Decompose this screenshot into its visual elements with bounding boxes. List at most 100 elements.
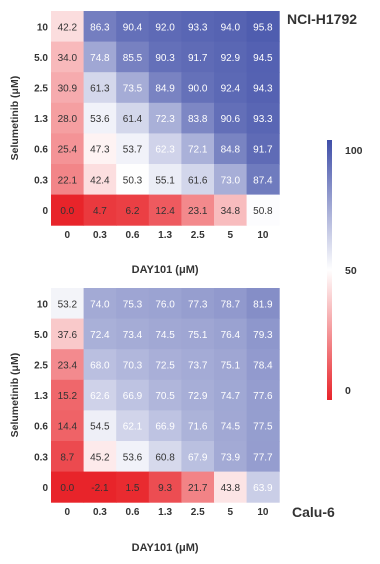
cell-value-label: 92.4 bbox=[221, 84, 241, 95]
heatmap-cell bbox=[246, 349, 280, 381]
colorbar-tick-label: 100 bbox=[345, 145, 363, 157]
y-tick-label: 1.3 bbox=[34, 391, 48, 402]
heatmap-cell bbox=[83, 72, 117, 104]
heatmap-cell bbox=[51, 133, 85, 165]
cell-value-label: 50.3 bbox=[123, 175, 143, 186]
x-axis-label: DAY101 (μM) bbox=[132, 264, 199, 276]
heatmap-cell bbox=[116, 11, 150, 43]
cell-value-label: 92.0 bbox=[155, 22, 175, 33]
cell-value-label: 71.6 bbox=[188, 422, 208, 433]
heatmap-cell bbox=[148, 441, 182, 473]
colorbar-gradient bbox=[327, 140, 332, 400]
y-axis-label: Selumetinib (μM) bbox=[9, 76, 21, 161]
y-tick-label: 5.0 bbox=[34, 53, 48, 64]
cell-value-label: 90.6 bbox=[221, 114, 241, 125]
cell-value-label: 90.3 bbox=[155, 53, 175, 64]
heatmap-cell bbox=[83, 194, 117, 226]
cell-value-label: 12.4 bbox=[155, 206, 175, 217]
cell-value-label: 4.7 bbox=[93, 206, 107, 217]
heatmap-cell bbox=[83, 102, 117, 134]
heatmap-cell bbox=[148, 102, 182, 134]
cell-value-label: 61.3 bbox=[90, 84, 110, 95]
cell-value-label: 67.9 bbox=[188, 452, 208, 463]
cell-value-label: 62.3 bbox=[155, 145, 175, 156]
x-tick-label: 10 bbox=[257, 230, 269, 241]
heatmap-cell bbox=[83, 41, 117, 73]
cell-value-label: 22.1 bbox=[58, 175, 78, 186]
cell-value-label: 0.0 bbox=[60, 206, 74, 217]
heatmap-cell bbox=[246, 318, 280, 350]
heatmap-cell bbox=[181, 41, 215, 73]
cell-value-label: 77.6 bbox=[253, 391, 273, 402]
cell-value-label: 78.7 bbox=[221, 299, 241, 310]
cell-value-label: 84.8 bbox=[221, 145, 241, 156]
cell-value-label: 73.5 bbox=[123, 84, 143, 95]
heatmap-cell bbox=[51, 349, 85, 381]
heatmap-cell bbox=[116, 102, 150, 134]
heatmap-cell bbox=[181, 441, 215, 473]
heatmap-cell bbox=[51, 41, 85, 73]
heatmap-cell bbox=[246, 41, 280, 73]
cell-value-label: 9.3 bbox=[158, 483, 172, 494]
heatmap-cell bbox=[181, 318, 215, 350]
y-tick-label: 10 bbox=[37, 22, 49, 33]
heatmap-cell bbox=[214, 349, 248, 381]
cell-value-label: 68.0 bbox=[90, 361, 110, 372]
cell-value-label: 34.8 bbox=[221, 206, 241, 217]
heatmap-bottom-grid: 53.2 74.0 75.3 76.0 77.3 78.7 81.9 37.6 72.4 73.4… bbox=[9, 288, 280, 554]
heatmap-cell bbox=[214, 133, 248, 165]
heatmap-cell bbox=[148, 318, 182, 350]
x-tick-label: 0.3 bbox=[93, 230, 107, 241]
heatmap-top-title: NCI-H1792 bbox=[287, 11, 357, 27]
y-tick-label: 0.3 bbox=[34, 452, 48, 463]
x-tick-label: 1.3 bbox=[158, 507, 172, 518]
heatmap-cell bbox=[148, 410, 182, 442]
cell-value-label: 25.4 bbox=[58, 145, 78, 156]
heatmap-top-grid: 42.2 86.3 90.4 92.0 93.3 94.0 95.8 34.0 74.8 85.5… bbox=[9, 11, 280, 276]
cell-value-label: 73.0 bbox=[221, 175, 241, 186]
cell-value-label: 70.5 bbox=[155, 391, 175, 402]
cell-value-label: 72.9 bbox=[188, 391, 208, 402]
cell-value-label: 94.0 bbox=[221, 22, 241, 33]
cell-value-label: 47.3 bbox=[90, 145, 110, 156]
x-tick-label: 1.3 bbox=[158, 230, 172, 241]
heatmap-cell bbox=[246, 379, 280, 411]
cell-value-label: 83.8 bbox=[188, 114, 208, 125]
heatmap-cell bbox=[116, 349, 150, 381]
cell-value-label: 78.4 bbox=[253, 361, 273, 372]
cell-value-label: 73.9 bbox=[221, 452, 241, 463]
cell-value-label: 8.7 bbox=[60, 452, 74, 463]
cell-value-label: 42.2 bbox=[58, 22, 78, 33]
x-tick-label: 10 bbox=[257, 507, 269, 518]
heatmap-cell bbox=[51, 72, 85, 104]
cell-value-label: 72.5 bbox=[155, 361, 175, 372]
heatmap-cell bbox=[148, 379, 182, 411]
cell-value-label: 61.4 bbox=[123, 114, 143, 125]
heatmap-cell bbox=[181, 379, 215, 411]
cell-value-label: 0.0 bbox=[60, 483, 74, 494]
heatmap-cell bbox=[51, 11, 85, 43]
y-tick-label: 2.5 bbox=[34, 84, 48, 95]
heatmap-cell bbox=[181, 11, 215, 43]
cell-value-label: 75.1 bbox=[188, 330, 208, 341]
heatmap-cell bbox=[246, 410, 280, 442]
heatmap-cell bbox=[181, 133, 215, 165]
heatmap-cell bbox=[246, 194, 280, 226]
cell-value-label: 94.5 bbox=[253, 53, 273, 64]
heatmap-cell bbox=[246, 11, 280, 43]
heatmap-cell bbox=[148, 164, 182, 196]
heatmap-cell bbox=[51, 288, 85, 320]
heatmap-cell bbox=[148, 72, 182, 104]
cell-value-label: 21.7 bbox=[188, 483, 208, 494]
cell-value-label: 77.3 bbox=[188, 299, 208, 310]
heatmap-cell bbox=[214, 441, 248, 473]
heatmap-cell bbox=[214, 288, 248, 320]
cell-value-label: -2.1 bbox=[91, 483, 109, 494]
heatmap-cell bbox=[83, 410, 117, 442]
cell-value-label: 14.4 bbox=[58, 422, 78, 433]
x-tick-label: 2.5 bbox=[191, 230, 205, 241]
y-tick-label: 0.6 bbox=[34, 145, 48, 156]
heatmap-cell bbox=[181, 410, 215, 442]
cell-value-label: 50.8 bbox=[253, 206, 273, 217]
cell-value-label: 95.8 bbox=[253, 22, 273, 33]
